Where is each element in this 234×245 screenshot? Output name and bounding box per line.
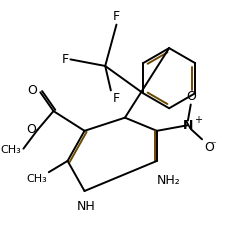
- Text: O: O: [204, 141, 214, 154]
- Text: O: O: [28, 84, 37, 97]
- Text: CH₃: CH₃: [1, 145, 22, 155]
- Text: F: F: [113, 10, 120, 23]
- Text: O: O: [26, 123, 36, 136]
- Text: CH₃: CH₃: [26, 174, 47, 184]
- Text: +: +: [194, 115, 201, 125]
- Text: NH: NH: [77, 200, 96, 213]
- Text: NH₂: NH₂: [156, 174, 180, 187]
- Text: O: O: [186, 90, 196, 103]
- Text: F: F: [113, 92, 120, 105]
- Text: N: N: [183, 119, 193, 132]
- Text: ⁻: ⁻: [211, 140, 216, 150]
- Text: F: F: [61, 53, 69, 66]
